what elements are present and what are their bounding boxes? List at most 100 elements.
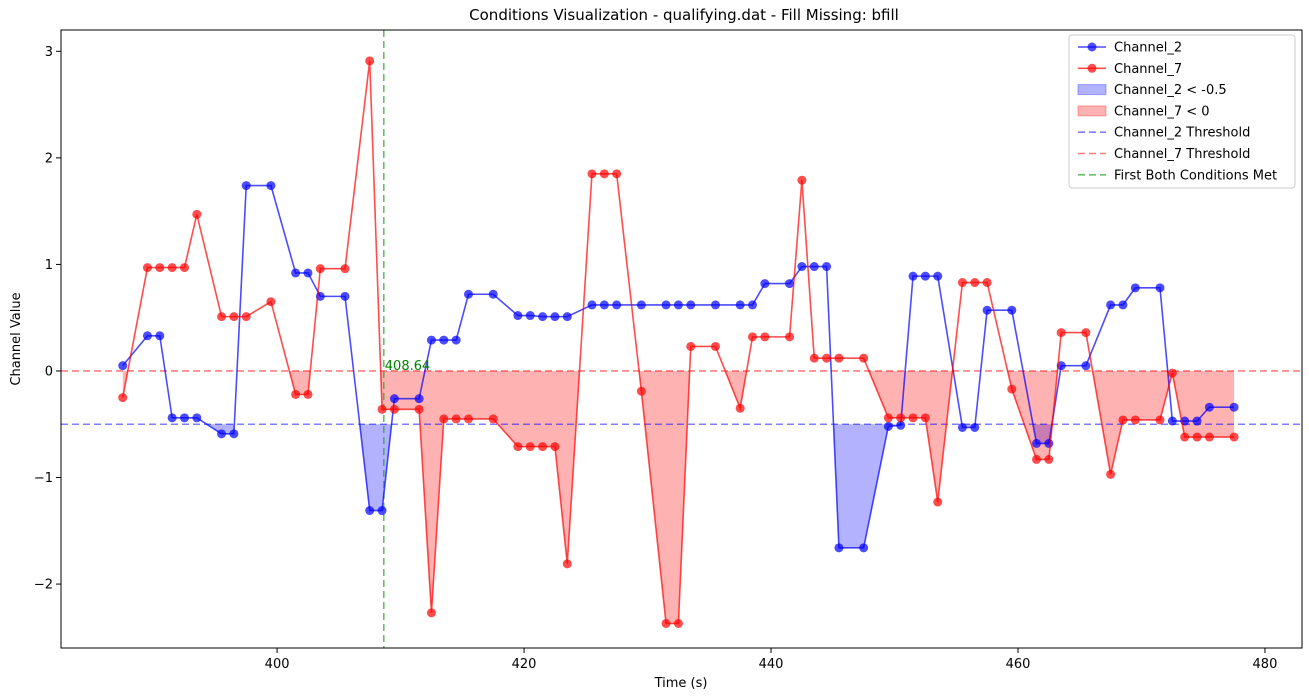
series-0-point [636, 300, 646, 310]
legend-marker-swatch [1087, 63, 1097, 73]
legend: Channel_2 Channel_7 Channel_2 < -0.5 Channe… [1068, 34, 1296, 189]
series-1-point [612, 169, 622, 179]
fill-region-1 [380, 370, 580, 613]
legend-box [1068, 34, 1296, 189]
series-1-point [587, 169, 597, 179]
series-0-point [179, 413, 189, 423]
series-1-point [1180, 432, 1190, 442]
series-0-point [982, 305, 992, 315]
series-1-point [822, 353, 832, 363]
series-1-point [1081, 328, 1091, 338]
series-1-point [217, 312, 227, 322]
series-0-point [167, 413, 177, 423]
series-0-point [1106, 300, 1116, 310]
series-1-point [673, 618, 683, 628]
series-0-point [426, 335, 436, 345]
series-1-point [982, 278, 992, 288]
series-1-point [1106, 469, 1116, 479]
series-0-point [303, 268, 313, 278]
series-1-point [809, 353, 819, 363]
series-0-point [920, 271, 930, 281]
series-1-point [933, 497, 943, 507]
series-0-point [1044, 438, 1054, 448]
fill-region-0 [1032, 424, 1052, 444]
series-0-point [957, 422, 967, 432]
x-tick-label: 460 [1006, 657, 1031, 672]
series-0-point [538, 312, 548, 322]
series-0-point [1204, 402, 1214, 412]
legend-label: Channel_2 < -0.5 [1114, 83, 1227, 98]
y-tick-label: 3 [45, 45, 53, 60]
series-0-point [118, 361, 128, 371]
x-tick-label: 440 [759, 657, 784, 672]
series-0-point [513, 311, 523, 321]
series-1-point [389, 404, 399, 414]
series-0-point [1032, 438, 1042, 448]
series-1-point [760, 332, 770, 342]
series-1-point [451, 414, 461, 424]
series-0-point [834, 543, 844, 553]
series-1-point [1167, 368, 1177, 378]
series-1-point [192, 209, 202, 219]
fill-region-1 [639, 370, 690, 624]
series-0-point [155, 331, 165, 341]
series-1-point [463, 414, 473, 424]
series-1-point [1056, 328, 1066, 338]
series-0-point [587, 300, 597, 310]
series-0-point [377, 506, 387, 516]
series-1-point [1229, 432, 1239, 442]
series-0-point [451, 335, 461, 345]
series-0-point [1007, 305, 1017, 315]
series-1-point [525, 442, 535, 452]
series-0-point [414, 394, 424, 404]
series-1-point [291, 389, 301, 399]
chart-title: Conditions Visualization - qualifying.da… [469, 6, 899, 24]
series-1-point [1130, 415, 1140, 425]
series-1-point [1192, 432, 1202, 442]
series-0-point [340, 291, 350, 301]
series-0-point [1118, 300, 1128, 310]
series-1-point [315, 264, 325, 274]
series-1-point [562, 559, 572, 569]
series-0-point [439, 335, 449, 345]
y-tick-label: 1 [45, 258, 53, 273]
series-1-point [748, 332, 758, 342]
series-0-point [1081, 361, 1091, 371]
series-0-point [1155, 283, 1165, 293]
series-1-point [599, 169, 609, 179]
legend-label: First Both Conditions Met [1114, 168, 1277, 183]
series-1-point [834, 353, 844, 363]
series-0-point [463, 289, 473, 299]
series-0-point [525, 311, 535, 321]
series-1-point [229, 312, 239, 322]
series-1-point [377, 404, 387, 414]
legend-label: Channel_2 [1114, 41, 1182, 56]
plot-content [61, 30, 1302, 648]
series-1-point [303, 389, 313, 399]
series-0-point [1130, 283, 1140, 293]
series-1-point [920, 413, 930, 423]
series-1-point [414, 404, 424, 414]
series-0-point [673, 300, 683, 310]
series-1-point [488, 414, 498, 424]
series-1-point [859, 353, 869, 363]
series-1-point [550, 442, 560, 452]
series-1-point [1118, 415, 1128, 425]
fill-region-1 [1092, 370, 1235, 475]
series-0-point [365, 506, 375, 516]
series-1-point [896, 413, 906, 423]
series-1-point [1032, 454, 1042, 464]
plot-frame [60, 29, 1303, 649]
series-0-point [822, 262, 832, 272]
series-0-point [266, 181, 276, 191]
y-axis-label: Channel Value [9, 292, 24, 385]
series-1-point [426, 608, 436, 618]
series-1-point [661, 618, 671, 628]
series-1-point [538, 442, 548, 452]
series-0-point [488, 289, 498, 299]
series-1-point [266, 297, 276, 307]
series-1-point [883, 413, 893, 423]
y-tick-label: 0 [45, 364, 53, 379]
x-tick-label: 420 [512, 657, 537, 672]
series-0-point [661, 300, 671, 310]
